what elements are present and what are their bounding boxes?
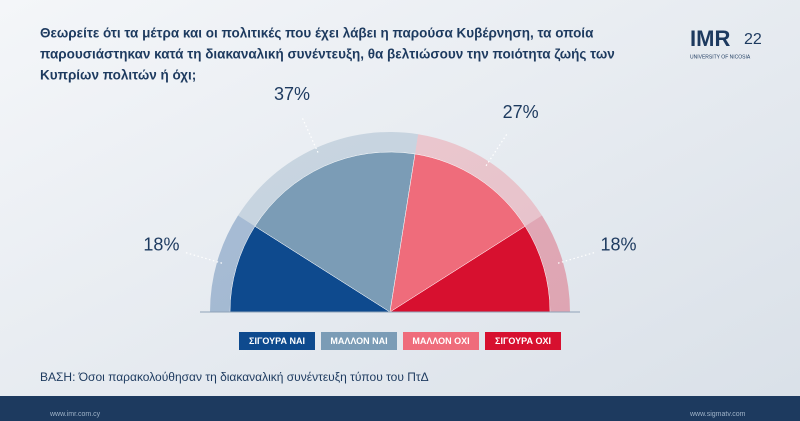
footer-right: www.sigmatv.com [689, 411, 746, 418]
legend-swatch [485, 332, 561, 350]
legend-label: ΣΙΓΟΥΡΑ ΟΧΙ [495, 336, 551, 346]
outer-ring [210, 215, 255, 312]
outer-ring [238, 131, 419, 227]
footer-bar [0, 396, 800, 421]
footer-left: www.imr.com.cy [49, 411, 101, 418]
slice [389, 225, 551, 313]
data-label: 18% [601, 234, 637, 254]
slice [389, 153, 526, 313]
legend-swatch [239, 332, 315, 350]
slice [254, 151, 416, 313]
leader-line [557, 251, 597, 264]
data-label: 18% [143, 234, 179, 254]
leader-line [183, 251, 223, 264]
outer-ring [525, 215, 570, 312]
data-label: 27% [503, 102, 539, 122]
legend-swatch [403, 332, 479, 350]
leader-line [300, 115, 319, 153]
base-note: ΒΑΣΗ: Όσοι παρακολούθησαν τη διακαναλική… [40, 370, 429, 384]
legend-swatch [321, 332, 397, 350]
leader-line [485, 131, 509, 167]
data-label: 37% [274, 84, 310, 104]
logo-brand: IMR [690, 26, 730, 51]
legend-label: ΜΑΛΛΟΝ ΟΧΙ [412, 336, 469, 346]
legend-label: ΣΙΓΟΥΡΑ ΝΑΙ [249, 336, 305, 346]
title-line: Θεωρείτε ότι τα μέτρα και οι πολιτικές π… [40, 26, 594, 41]
logo-years: 22 [744, 31, 762, 48]
legend-label: ΜΑΛΛΟΝ ΝΑΙ [330, 336, 387, 346]
title: Θεωρείτε ότι τα μέτρα και οι πολιτικές π… [40, 26, 615, 83]
logo-caption: UNIVERSITY OF NICOSIA [690, 54, 751, 60]
title-line: Κυπρίων πολιτών ή όχι; [40, 68, 196, 83]
slice [229, 225, 391, 313]
title-line: παρουσιάστηκαν κατά τη διακαναλική συνέν… [40, 47, 615, 62]
outer-ring [415, 134, 542, 227]
